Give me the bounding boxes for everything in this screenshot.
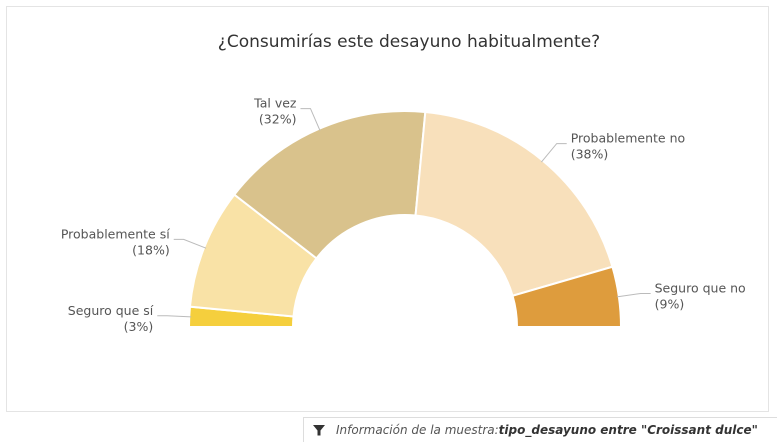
slice-seguro-que-no[interactable] bbox=[511, 265, 623, 328]
slice-percent-probablemente-no: (38%) bbox=[571, 147, 609, 162]
slice-percent-seguro-que-no: (9%) bbox=[655, 296, 685, 311]
slice-tal-vez[interactable] bbox=[232, 110, 427, 260]
sample-info-separator: : bbox=[494, 423, 499, 437]
slice-label-seguro-que-si: Seguro que sí bbox=[68, 303, 154, 318]
leader-lines-group bbox=[157, 108, 651, 318]
slice-percent-probablemente-si: (18%) bbox=[132, 242, 170, 257]
slice-probablemente-no[interactable] bbox=[414, 110, 614, 297]
filter-icon[interactable] bbox=[312, 423, 326, 437]
slice-percent-tal-vez: (32%) bbox=[259, 112, 297, 127]
slice-label-tal-vez: Tal vez bbox=[253, 96, 297, 111]
leader-line-probablemente-no bbox=[541, 143, 567, 163]
sample-info-label: Información de la muestra bbox=[336, 423, 495, 437]
leader-line-probablemente-si bbox=[173, 238, 207, 249]
slice-label-probablemente-no: Probablemente no bbox=[571, 131, 685, 146]
slices-group bbox=[187, 110, 623, 328]
slice-label-seguro-que-no: Seguro que no bbox=[655, 280, 746, 295]
leader-line-tal-vez bbox=[300, 108, 321, 131]
leader-line-seguro-que-si bbox=[157, 315, 192, 318]
sample-info-bar: Información de la muestra : tipo_desayun… bbox=[303, 417, 777, 442]
leader-line-seguro-que-no bbox=[616, 292, 651, 298]
chart-card: ¿Consumirías este desayuno habitualmente… bbox=[6, 6, 769, 412]
slice-percent-seguro-que-si: (3%) bbox=[124, 319, 154, 334]
sample-info-value: tipo_desayuno entre "Croissant dulce" bbox=[498, 423, 758, 437]
slice-label-probablemente-si: Probablemente sí bbox=[61, 226, 170, 241]
labels-group: Seguro que sí(3%) Probablemente sí(18%) Ta… bbox=[61, 96, 746, 334]
chart-title: ¿Consumirías este desayuno habitualmente… bbox=[218, 32, 600, 52]
chart-svg: ¿Consumirías este desayuno habitualmente… bbox=[61, 32, 746, 334]
